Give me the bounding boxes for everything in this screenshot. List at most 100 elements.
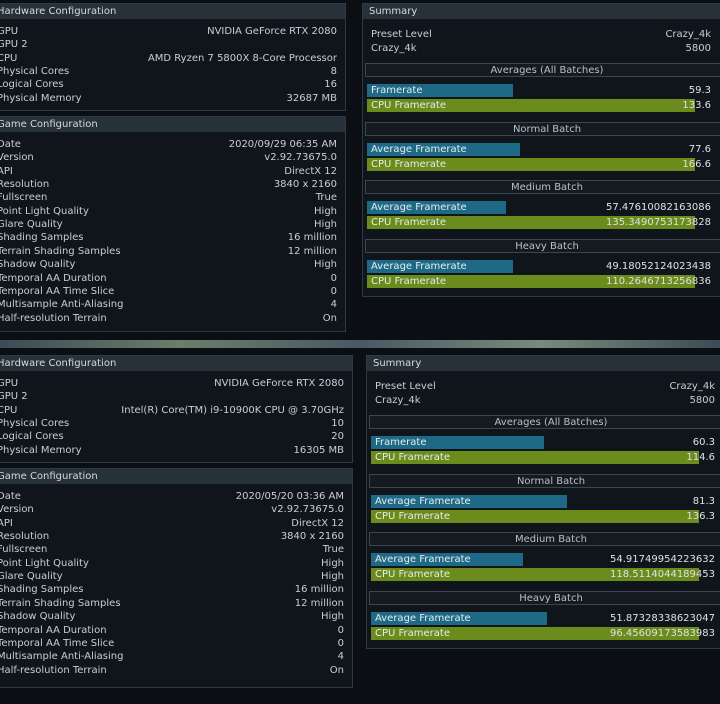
summary-label: Crazy_4k xyxy=(375,395,421,406)
bar xyxy=(371,451,699,464)
row-label: Shadow Quality xyxy=(0,259,76,271)
game-panel: Game Configuration Date 2020/09/29 06:35 A… xyxy=(0,116,346,332)
summary-label: Preset Level xyxy=(375,381,436,392)
summary-label: Crazy_4k xyxy=(371,43,417,54)
bar xyxy=(367,84,513,97)
row-value: On xyxy=(329,664,344,676)
bar xyxy=(371,553,523,567)
row-label: Resolution xyxy=(0,179,50,191)
bar-label: Framerate xyxy=(371,85,423,96)
row-label: Fullscreen xyxy=(0,544,48,556)
row-value: High xyxy=(314,219,337,231)
row-value: High xyxy=(314,259,337,271)
row-value: High xyxy=(314,205,337,217)
row-value: v2.92.73675.0 xyxy=(264,152,337,164)
summary-label: Preset Level xyxy=(371,29,432,40)
bar-label: Average Framerate xyxy=(375,554,471,566)
bar-label: Framerate xyxy=(375,437,427,448)
hardware-panel: Hardware Configuration GPU NVIDIA GeForce … xyxy=(0,355,353,463)
row-label: CPU xyxy=(0,52,18,64)
summary-value: Crazy_4k xyxy=(665,29,711,40)
bar xyxy=(367,157,695,171)
bar-value: 49.18052124023438 xyxy=(606,261,711,273)
row-value: 3840 x 2160 xyxy=(273,179,337,191)
row-value: 8 xyxy=(330,66,337,78)
row-label: Physical Cores xyxy=(0,66,70,78)
row-label: Point Light Quality xyxy=(0,557,89,569)
row-value: v2.92.73675.0 xyxy=(271,504,344,516)
panel-title: Game Configuration xyxy=(0,469,352,484)
row-value: 0 xyxy=(337,637,344,649)
row-value: 20 xyxy=(331,431,344,443)
row-label: Shadow Quality xyxy=(0,611,76,623)
row-label: Point Light Quality xyxy=(0,205,89,217)
row-value: 0 xyxy=(337,624,344,636)
bar-value: 118.5114044189453 xyxy=(610,569,715,581)
bar-value: 60.3 xyxy=(692,437,715,448)
row-value: AMD Ryzen 7 5800X 8-Core Processor xyxy=(147,52,337,64)
row-label: Temporal AA Duration xyxy=(0,272,107,284)
panel-title: Summary xyxy=(363,4,720,19)
row-label: Physical Memory xyxy=(0,92,82,104)
bar xyxy=(371,627,699,641)
panel-title: Game Configuration xyxy=(0,117,345,132)
row-value: 16 xyxy=(324,79,337,91)
row-label: Terrain Shading Samples xyxy=(0,245,121,257)
summary-panel: Summary Preset Level Crazy_4k Crazy_4k 5800 A… xyxy=(362,3,720,297)
hardware-panel: Hardware Configuration GPU NVIDIA GeForce … xyxy=(0,3,346,111)
row-value: 0 xyxy=(330,272,337,284)
bar-value: 59.3 xyxy=(688,85,711,96)
bar-label: Average Framerate xyxy=(375,613,471,625)
row-value: 16 million xyxy=(287,232,337,244)
bar-label: CPU Framerate xyxy=(371,217,446,229)
row-value: High xyxy=(321,557,344,569)
bar xyxy=(367,216,695,230)
panel-title: Hardware Configuration xyxy=(0,356,352,371)
bar-label: Average Framerate xyxy=(371,202,467,214)
row-label: Half-resolution Terrain xyxy=(0,312,107,324)
summary-value: Crazy_4k xyxy=(669,381,715,392)
row-label: Physical Memory xyxy=(0,444,82,456)
row-value: 16305 MB xyxy=(293,444,344,456)
row-value: True xyxy=(315,192,337,204)
row-value: NVIDIA GeForce RTX 2080 xyxy=(207,26,337,37)
game-panel: Game Configuration Date 2020/05/20 03:36 A… xyxy=(0,468,353,688)
row-label: Glare Quality xyxy=(0,219,63,231)
bar xyxy=(367,275,695,289)
bar-label: Average Framerate xyxy=(371,261,467,273)
row-label: Half-resolution Terrain xyxy=(0,664,107,676)
bar-value: 77.6 xyxy=(688,143,711,155)
panel-title: Hardware Configuration xyxy=(0,4,345,19)
bar-value: 166.6 xyxy=(682,158,711,170)
bar xyxy=(371,568,699,582)
row-label: Shading Samples xyxy=(0,232,84,244)
row-label: Temporal AA Time Slice xyxy=(0,637,115,649)
group-title: Normal Batch xyxy=(365,121,720,136)
row-label: Resolution xyxy=(0,531,50,543)
bar-label: CPU Framerate xyxy=(371,276,446,288)
group-title: Medium Batch xyxy=(365,180,720,195)
row-value: 2020/05/20 03:36 AM xyxy=(235,491,344,502)
summary-panel: Summary Preset Level Crazy_4k Crazy_4k 5800 A… xyxy=(366,355,720,649)
row-label: CPU xyxy=(0,404,18,416)
bar-value: 114.6 xyxy=(686,452,715,463)
row-label: GPU xyxy=(0,378,19,389)
row-value: 2020/09/29 06:35 AM xyxy=(228,139,337,150)
row-label: Multisample Anti-Aliasing xyxy=(0,299,124,311)
summary-value: 5800 xyxy=(689,395,715,406)
row-value: 4 xyxy=(330,299,337,311)
row-value: NVIDIA GeForce RTX 2080 xyxy=(214,378,344,389)
bar-value: 110.2646713256836 xyxy=(606,276,711,288)
row-value: 16 million xyxy=(294,584,344,596)
row-label: GPU xyxy=(0,26,19,37)
bar-value: 57.47610082163086 xyxy=(606,202,711,214)
bar xyxy=(367,201,507,215)
row-value: Intel(R) Core(TM) i9-10900K CPU @ 3.70GH… xyxy=(121,404,344,416)
bar-value: 135.3490753173828 xyxy=(606,217,711,229)
row-value: DirectX 12 xyxy=(291,517,344,529)
row-label: Temporal AA Duration xyxy=(0,624,107,636)
row-value: 12 million xyxy=(294,597,344,609)
bar xyxy=(367,142,520,156)
row-label: Version xyxy=(0,152,34,164)
